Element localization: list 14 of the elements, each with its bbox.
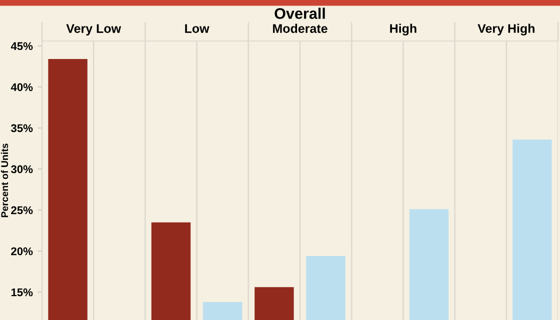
x-tick-label: Very High [478,24,534,36]
y-tick-label: 15% [11,288,33,296]
y-tick-label: 45% [10,42,33,50]
x-tick-label: High [390,24,416,36]
y-tick-label: 20% [11,247,33,256]
x-tick-label: Very Low [66,24,122,36]
y-tick-label: 25% [11,206,33,214]
y-tick-label: 30% [10,165,33,174]
y-axis-title: Percent of Units [0,144,8,218]
y-tick-label: 40% [10,83,33,92]
x-tick-label: Low [185,24,210,33]
chart-title: Overall [274,8,325,19]
x-tick-label: Moderate [273,24,328,33]
y-tick-label: 35% [10,124,33,132]
